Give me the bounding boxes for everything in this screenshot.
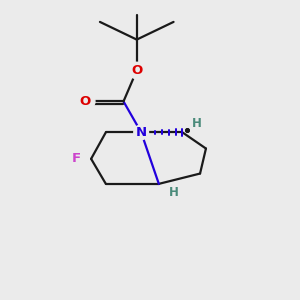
Circle shape bbox=[128, 62, 145, 79]
Text: H: H bbox=[169, 186, 178, 199]
Text: F: F bbox=[72, 152, 81, 165]
Circle shape bbox=[134, 125, 148, 140]
Text: O: O bbox=[80, 95, 91, 108]
Text: O: O bbox=[131, 64, 142, 77]
Text: N: N bbox=[136, 126, 147, 139]
Text: H: H bbox=[192, 117, 202, 130]
Circle shape bbox=[78, 93, 95, 110]
